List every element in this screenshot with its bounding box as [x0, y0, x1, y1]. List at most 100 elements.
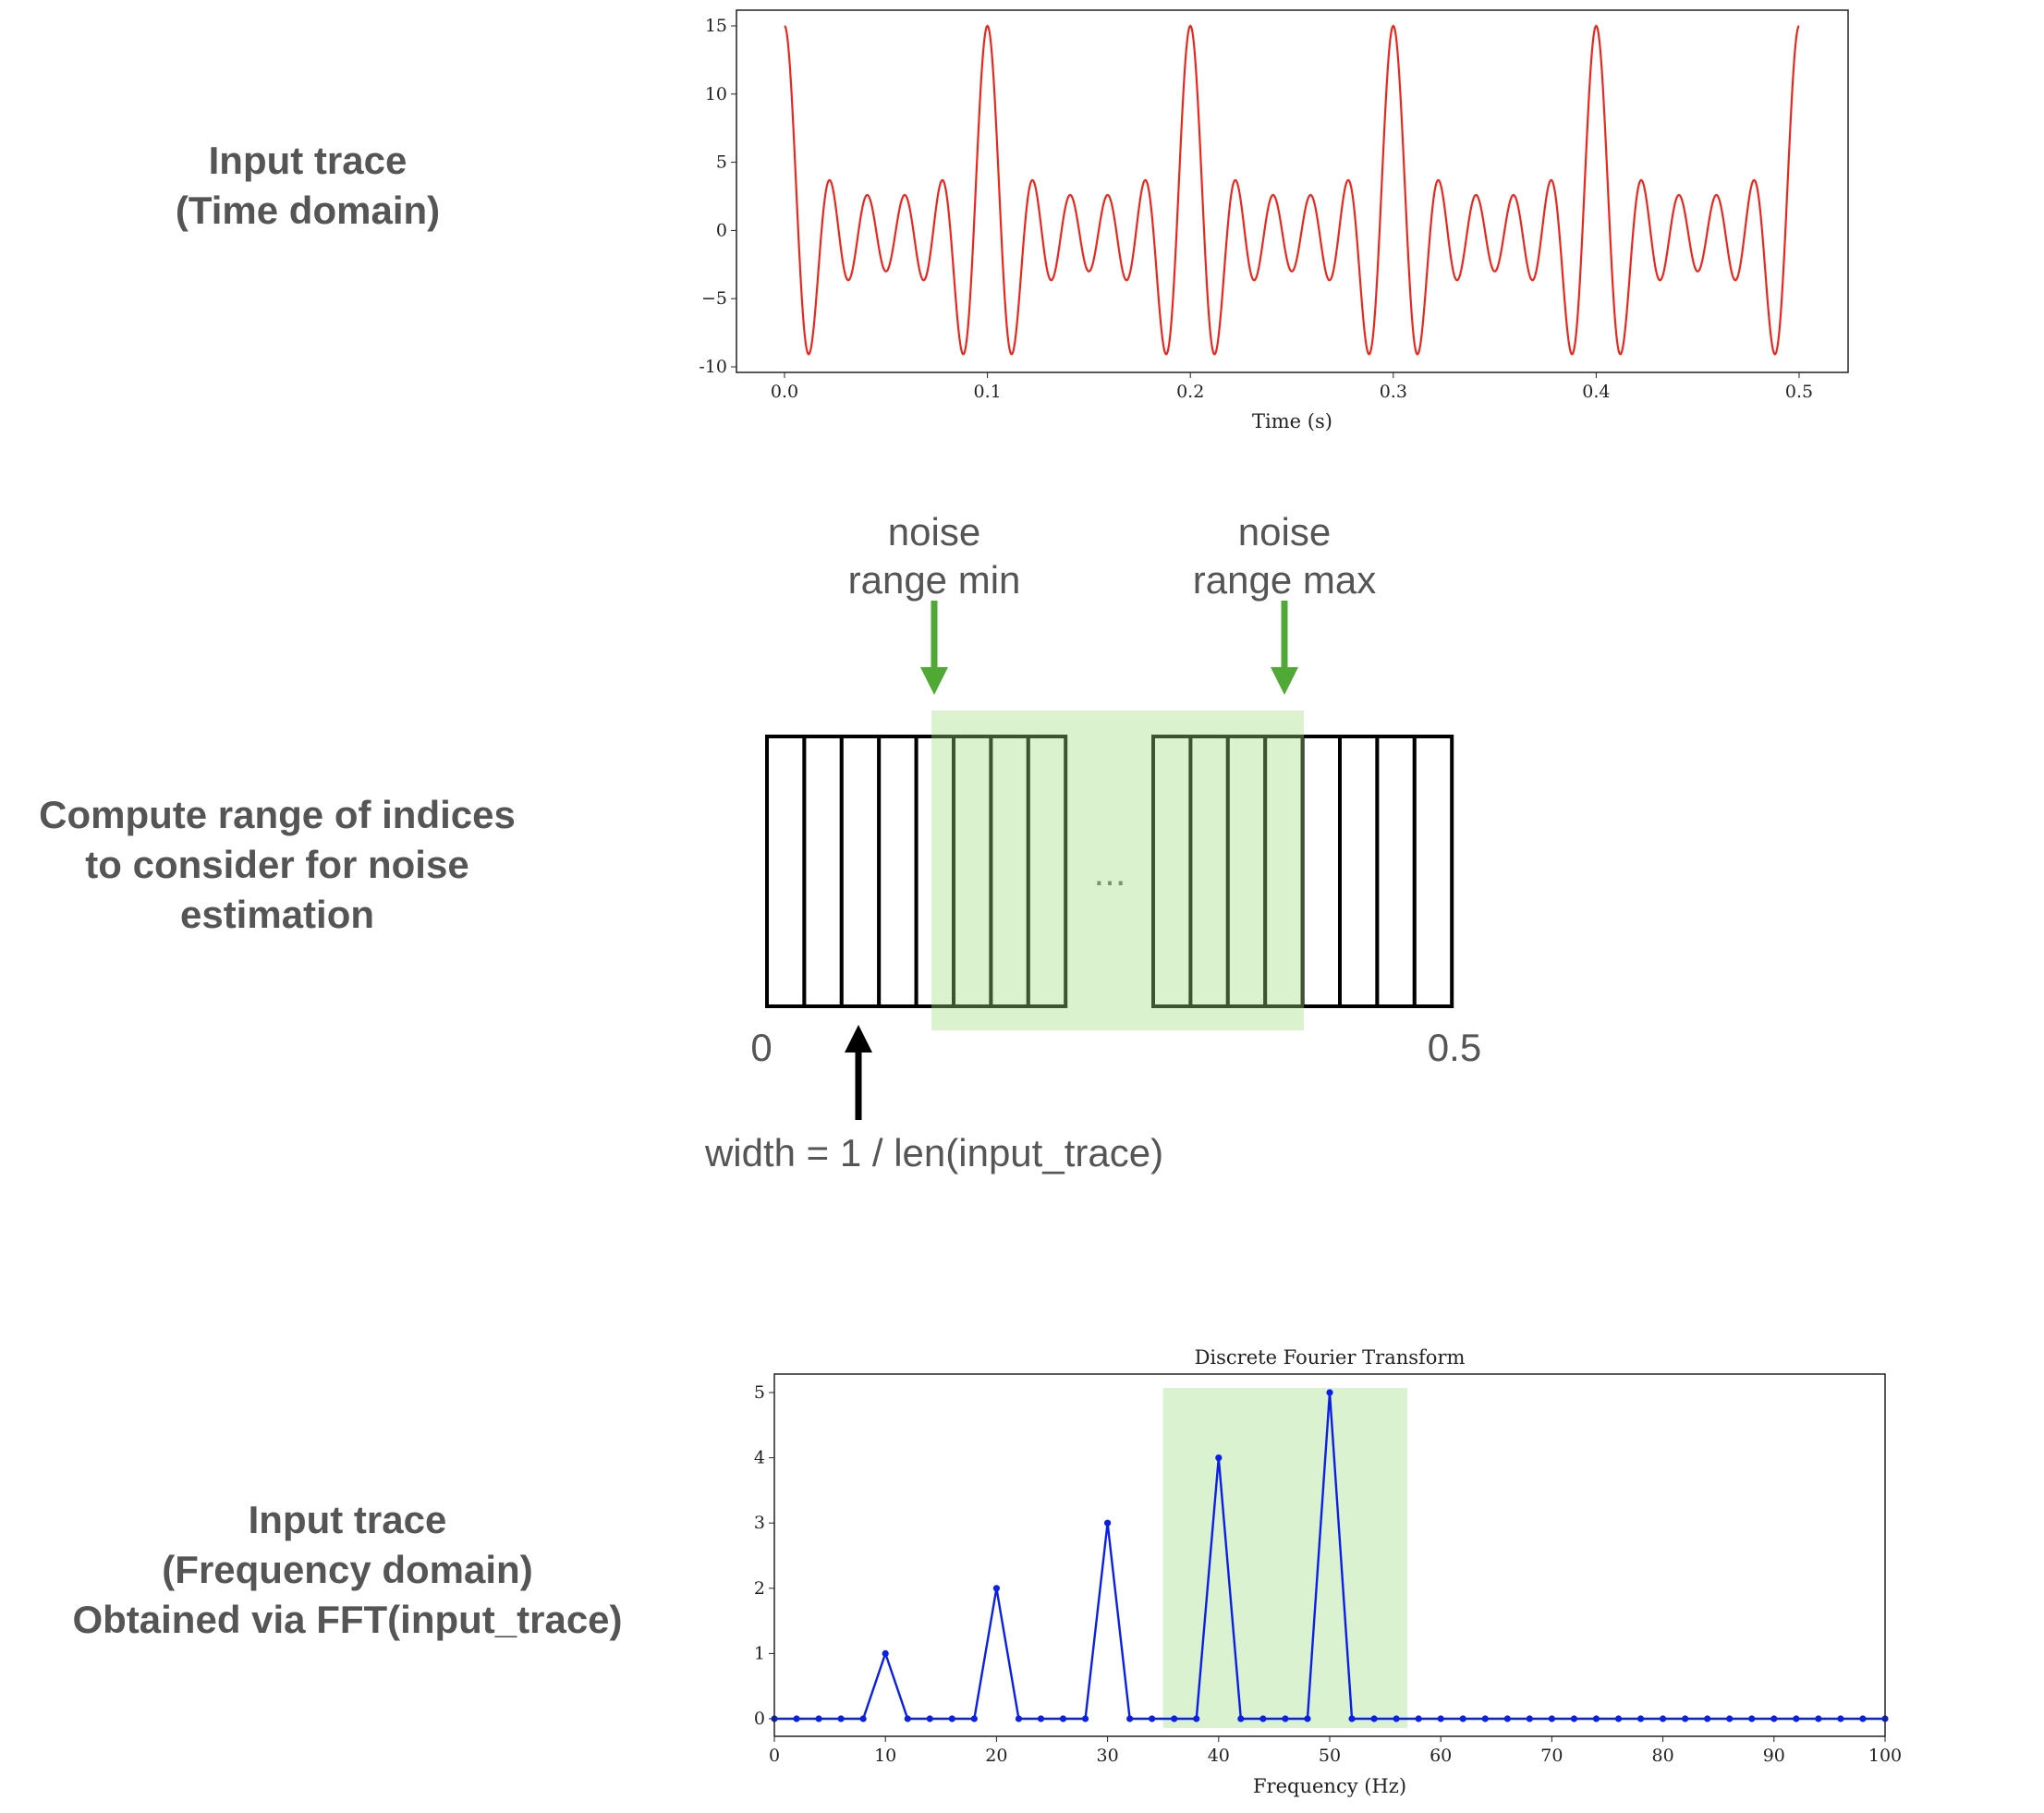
y-tick-label: 4 — [754, 1448, 765, 1468]
freq-domain-label: Input trace (Frequency domain) Obtained … — [72, 1495, 622, 1645]
dft-point — [992, 1585, 1000, 1592]
time-chart-frame — [736, 9, 1849, 373]
dft-point — [1636, 1715, 1645, 1722]
y-tick-label: 3 — [754, 1513, 765, 1533]
dft-point — [1770, 1715, 1778, 1722]
y-tick-label: 2 — [754, 1578, 765, 1599]
dft-point — [1015, 1715, 1023, 1722]
noise-max-arrow-icon-head — [1271, 667, 1298, 695]
dft-point — [1592, 1715, 1600, 1722]
index-bin — [877, 735, 919, 1008]
index-bin — [1412, 735, 1454, 1008]
width-arrow-icon-head — [845, 1025, 872, 1053]
label-line: Obtained via FFT(input_trace) — [72, 1598, 623, 1641]
label-line: noise — [1237, 510, 1332, 554]
dft-point — [1704, 1715, 1711, 1722]
x-tick-label: 0.0 — [771, 382, 798, 402]
dft-point — [1570, 1715, 1578, 1722]
y-tick-label: 10 — [705, 84, 727, 104]
noise-range-highlight — [931, 711, 1304, 1030]
chart-title: Discrete Fourier Transform — [1195, 1346, 1466, 1369]
index-bin — [1300, 735, 1342, 1008]
x-axis-label: Time (s) — [1252, 410, 1332, 432]
x-tick-label: 30 — [1097, 1746, 1119, 1766]
dft-point — [1548, 1715, 1555, 1722]
dft-point — [1237, 1715, 1245, 1722]
dft-point — [1104, 1519, 1112, 1527]
dft-point — [948, 1715, 955, 1722]
dft-point — [1393, 1715, 1400, 1722]
y-tick-label: 15 — [705, 16, 727, 36]
dft-point — [1415, 1715, 1422, 1722]
dft-point — [1859, 1715, 1867, 1722]
dft-point — [1193, 1715, 1200, 1722]
dft-point — [1171, 1715, 1178, 1722]
dft-point — [1304, 1715, 1311, 1722]
dft-point — [1614, 1715, 1623, 1722]
dft-point — [1726, 1715, 1734, 1722]
label-line: range max — [1192, 558, 1377, 602]
ellipsis: ... — [1093, 850, 1126, 894]
dft-point — [1081, 1715, 1089, 1722]
x-tick-label: 0.1 — [973, 382, 1001, 402]
highlight-span — [1162, 1388, 1408, 1728]
index-bin — [1375, 735, 1417, 1008]
index-bin — [1026, 735, 1068, 1008]
x-tick-label: 0.3 — [1380, 382, 1407, 402]
index-bin — [989, 735, 1030, 1008]
dft-point — [1815, 1715, 1822, 1722]
y-tick-label: 0 — [754, 1709, 765, 1729]
dft-point — [1837, 1715, 1844, 1722]
index-bin — [952, 735, 993, 1008]
dft-point — [1037, 1715, 1045, 1722]
noise-min-arrow-icon-head — [920, 667, 948, 695]
time-domain-label: Input trace (Time domain) — [176, 136, 440, 236]
dft-point — [904, 1715, 911, 1722]
dft-point — [1748, 1715, 1756, 1722]
dft-point — [815, 1715, 822, 1722]
start-label: 0 — [750, 1026, 773, 1069]
x-tick-label: 0.4 — [1582, 382, 1610, 402]
label-line: Input trace — [208, 139, 408, 182]
dft-point — [1326, 1389, 1333, 1396]
dft-point — [1503, 1715, 1511, 1722]
x-tick-label: 10 — [874, 1746, 896, 1766]
index-bin — [1338, 735, 1380, 1008]
dft-point — [970, 1715, 978, 1722]
compute-range-label: Compute range of indices to consider for… — [39, 790, 516, 940]
dft-point — [1059, 1715, 1067, 1722]
label-line: (Time domain) — [175, 189, 441, 232]
dft-point — [926, 1715, 933, 1722]
dft-point — [1259, 1715, 1267, 1722]
dft-point — [1370, 1715, 1378, 1722]
noise-range-min-label: noise range min — [848, 508, 1021, 604]
label-line: Input trace — [248, 1498, 447, 1541]
label-line: estimation — [179, 893, 375, 936]
dft-point — [1793, 1715, 1800, 1722]
x-tick-label: 70 — [1540, 1746, 1563, 1766]
end-label: 0.5 — [1427, 1026, 1482, 1069]
y-tick-label: −5 — [701, 288, 727, 309]
dft-point — [1126, 1715, 1134, 1722]
dft-point — [1149, 1715, 1156, 1722]
label-line: range min — [847, 558, 1021, 602]
dft-point — [882, 1649, 889, 1657]
x-tick-label: 0 — [769, 1746, 780, 1766]
y-tick-label: 5 — [716, 152, 727, 173]
dft-point — [1682, 1715, 1689, 1722]
index-bin — [914, 735, 955, 1008]
dft-point — [1481, 1715, 1489, 1722]
y-tick-label: 0 — [716, 220, 727, 240]
x-tick-label: 60 — [1430, 1746, 1452, 1766]
x-tick-label: 80 — [1652, 1746, 1674, 1766]
y-tick-label: 1 — [754, 1643, 765, 1663]
index-bin — [1188, 735, 1230, 1008]
dft-point — [1215, 1454, 1223, 1462]
x-tick-label: 0.2 — [1176, 382, 1204, 402]
dft-point — [1348, 1715, 1356, 1722]
x-tick-label: 20 — [985, 1746, 1007, 1766]
x-tick-label: 100 — [1868, 1746, 1902, 1766]
index-bin — [765, 735, 807, 1008]
